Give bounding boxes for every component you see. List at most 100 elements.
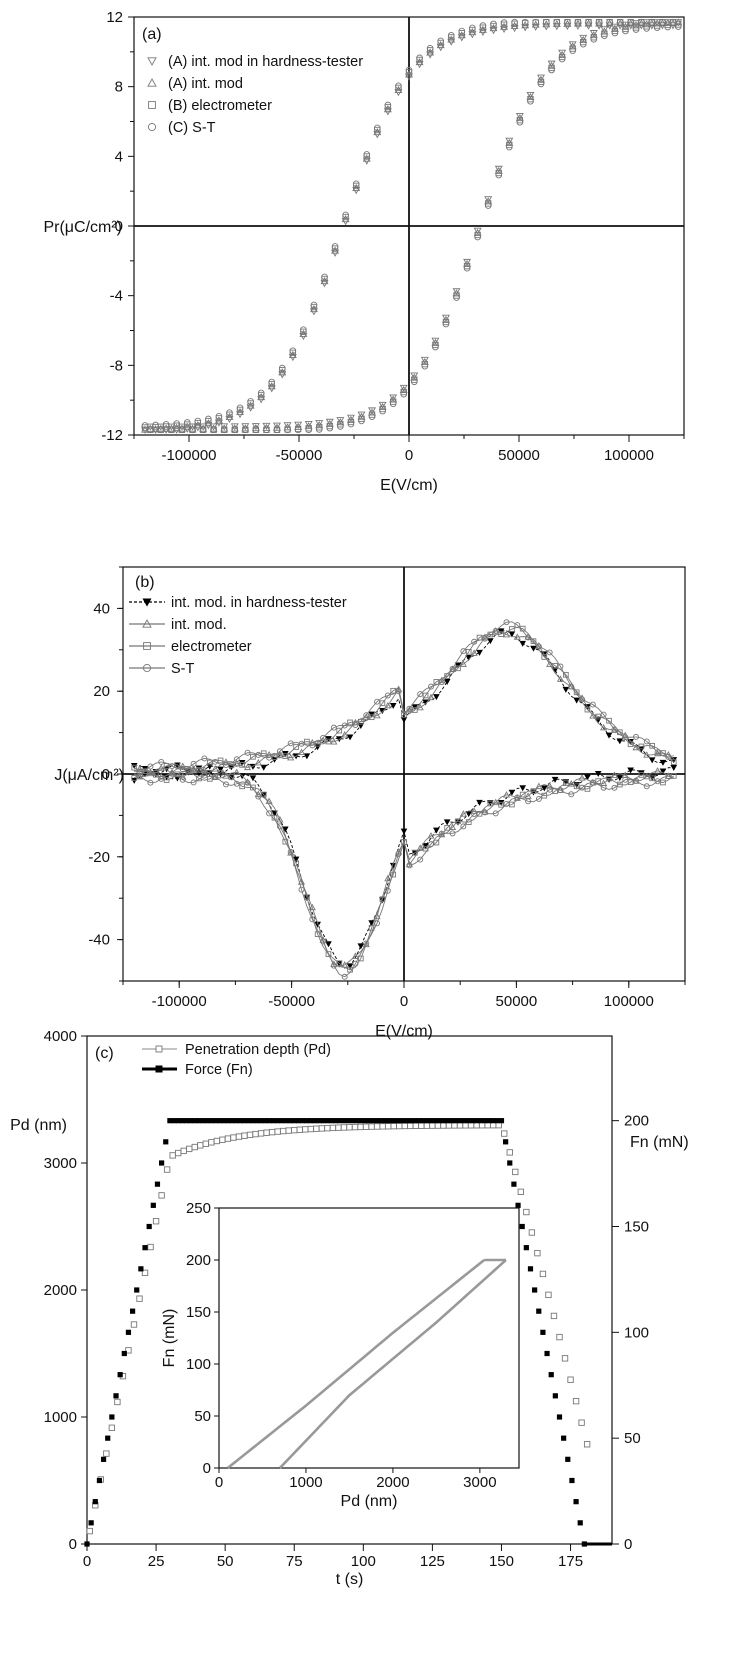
data-point (616, 19, 625, 27)
data-point (453, 292, 460, 299)
data-point (463, 264, 471, 272)
x-tick-label: 100000 (604, 447, 654, 464)
data-point (545, 1291, 552, 1299)
data-point (540, 1329, 546, 1335)
data-point (233, 780, 240, 787)
data-point (257, 393, 266, 401)
data-point (297, 748, 306, 756)
y-tick-label: 20 (93, 683, 110, 700)
data-point (318, 1125, 326, 1132)
data-point (260, 791, 267, 798)
data-point (130, 1321, 138, 1328)
data-point (626, 19, 635, 27)
data-point (544, 1350, 550, 1357)
data-point (406, 705, 413, 712)
data-point (299, 329, 308, 337)
data-point (358, 718, 364, 725)
data-point (670, 773, 677, 779)
data-point (357, 411, 366, 419)
data-point (273, 426, 281, 434)
data-point (494, 1118, 500, 1124)
data-point (260, 750, 267, 757)
data-point (405, 66, 413, 74)
data-point (208, 1139, 215, 1146)
data-point (416, 844, 424, 851)
data-point (217, 757, 224, 764)
data-point (470, 807, 478, 814)
data-point (558, 53, 566, 61)
data-point (616, 775, 624, 782)
data-point (330, 724, 337, 731)
y-left-tick-label: 2000 (44, 1282, 77, 1299)
data-point (436, 40, 445, 49)
data-point (400, 388, 407, 396)
data-point (548, 1372, 554, 1378)
data-point (415, 57, 424, 66)
inset-y-tick-label: 0 (203, 1460, 211, 1477)
data-point (557, 787, 564, 794)
data-point (481, 809, 488, 816)
data-point (335, 736, 343, 743)
data-point (449, 830, 456, 837)
y-right-tick-label: 0 (624, 1536, 632, 1553)
data-point (653, 22, 661, 29)
data-point (568, 683, 575, 690)
data-point (357, 943, 365, 950)
data-point (611, 27, 619, 35)
legend-marker (147, 122, 157, 132)
data-point (266, 754, 273, 761)
data-point (191, 1143, 198, 1151)
data-point (289, 347, 297, 355)
data-point (569, 1477, 575, 1484)
data-point (174, 771, 181, 778)
data-point (287, 848, 294, 855)
data-point (258, 1118, 264, 1124)
data-point (584, 19, 593, 27)
data-point (325, 951, 332, 957)
data-point (276, 750, 284, 758)
data-point (447, 35, 456, 43)
legend-marker (142, 619, 152, 628)
data-point (524, 633, 532, 640)
data-point (648, 18, 656, 26)
legend-marker (147, 57, 157, 66)
data-point (616, 738, 624, 745)
data-point (431, 337, 440, 345)
data-point (459, 810, 467, 817)
data-point (420, 1118, 426, 1124)
data-point (449, 1118, 455, 1124)
data-point (426, 47, 434, 54)
data-point (637, 19, 646, 27)
data-point (572, 1397, 580, 1405)
data-point (324, 1124, 331, 1132)
data-point (241, 424, 250, 432)
data-point (247, 400, 254, 407)
data-point (411, 707, 418, 713)
data-point (500, 22, 509, 30)
data-point (405, 860, 413, 868)
data-point (492, 798, 500, 806)
data-point (163, 1166, 171, 1173)
data-point (141, 422, 149, 429)
data-point (233, 768, 241, 776)
data-point (633, 733, 639, 740)
inset-loading-curve (226, 1258, 486, 1470)
data-point (172, 423, 181, 431)
data-point (542, 18, 550, 26)
inset-y-tick-label: 100 (186, 1356, 211, 1373)
data-point (441, 314, 450, 322)
data-point (498, 631, 504, 637)
data-point (416, 703, 424, 711)
data-point (340, 1124, 348, 1131)
data-point (288, 350, 297, 358)
data-point (185, 768, 192, 775)
data-point (476, 799, 483, 806)
data-point (341, 722, 348, 729)
data-point (495, 1122, 502, 1129)
data-point (490, 20, 497, 28)
data-point (400, 828, 408, 835)
data-point (659, 768, 667, 775)
data-point (484, 202, 492, 209)
data-point (440, 1122, 447, 1129)
data-point (567, 1376, 574, 1383)
